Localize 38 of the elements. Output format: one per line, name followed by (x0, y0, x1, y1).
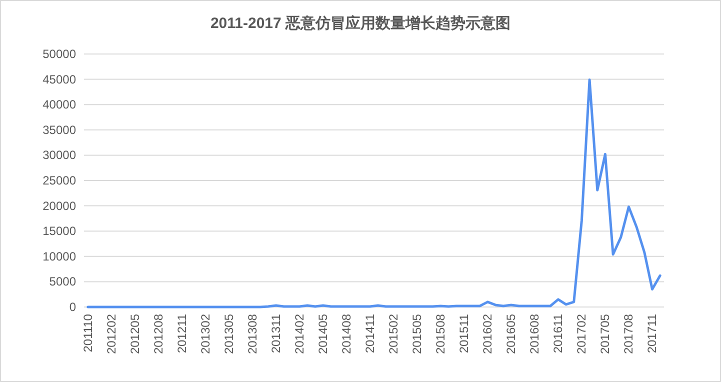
y-tick-label: 20000 (42, 198, 76, 213)
x-tick-label: 201705 (598, 314, 612, 354)
x-tick-label: 201305 (222, 314, 236, 354)
line-series (86, 78, 662, 308)
x-tick-label: 201402 (292, 314, 307, 354)
chart-title: 2011-2017 恶意仿冒应用数量增长趋势示意图 (210, 14, 511, 32)
x-tick-label: 201511 (457, 314, 472, 354)
x-tick-label: 201505 (410, 314, 424, 354)
y-tick-label: 25000 (42, 174, 76, 188)
x-tick-label: 201110 (80, 314, 95, 352)
x-tick-label: 201411 (363, 314, 378, 354)
x-tick-label: 201508 (434, 314, 448, 354)
x-tick-label: 201405 (316, 314, 330, 354)
y-tick-label: 30000 (42, 148, 76, 162)
x-tick-label: 201302 (198, 314, 212, 354)
x-tick-label: 201711 (645, 314, 660, 354)
x-tick-label: 201611 (551, 314, 566, 354)
y-tick-label: 15000 (42, 224, 76, 238)
x-tick-label: 201602 (480, 314, 495, 354)
x-tick-label: 201708 (622, 314, 636, 354)
x-tick-label: 201202 (104, 314, 118, 354)
y-tick-label: 35000 (42, 122, 76, 137)
x-tick-label: 201208 (151, 314, 166, 354)
x-tick-label: 201311 (269, 314, 284, 354)
y-tick-label: 10000 (42, 249, 76, 264)
x-tick-label: 201408 (340, 314, 354, 354)
x-tick-label: 201211 (174, 314, 189, 354)
x-tick-label: 201702 (574, 314, 589, 354)
y-tick-label: 5000 (49, 274, 76, 289)
x-tick-label: 201502 (386, 314, 401, 354)
x-tick-label: 201308 (246, 314, 260, 354)
x-tick-label: 201205 (128, 314, 142, 354)
y-tick-label: 0 (69, 300, 76, 314)
y-tick-label: 45000 (42, 72, 76, 86)
y-tick-label: 40000 (42, 98, 76, 112)
y-tick-label: 50000 (42, 47, 76, 61)
x-tick-label: 201608 (528, 314, 542, 354)
x-tick-label: 201605 (504, 314, 518, 354)
